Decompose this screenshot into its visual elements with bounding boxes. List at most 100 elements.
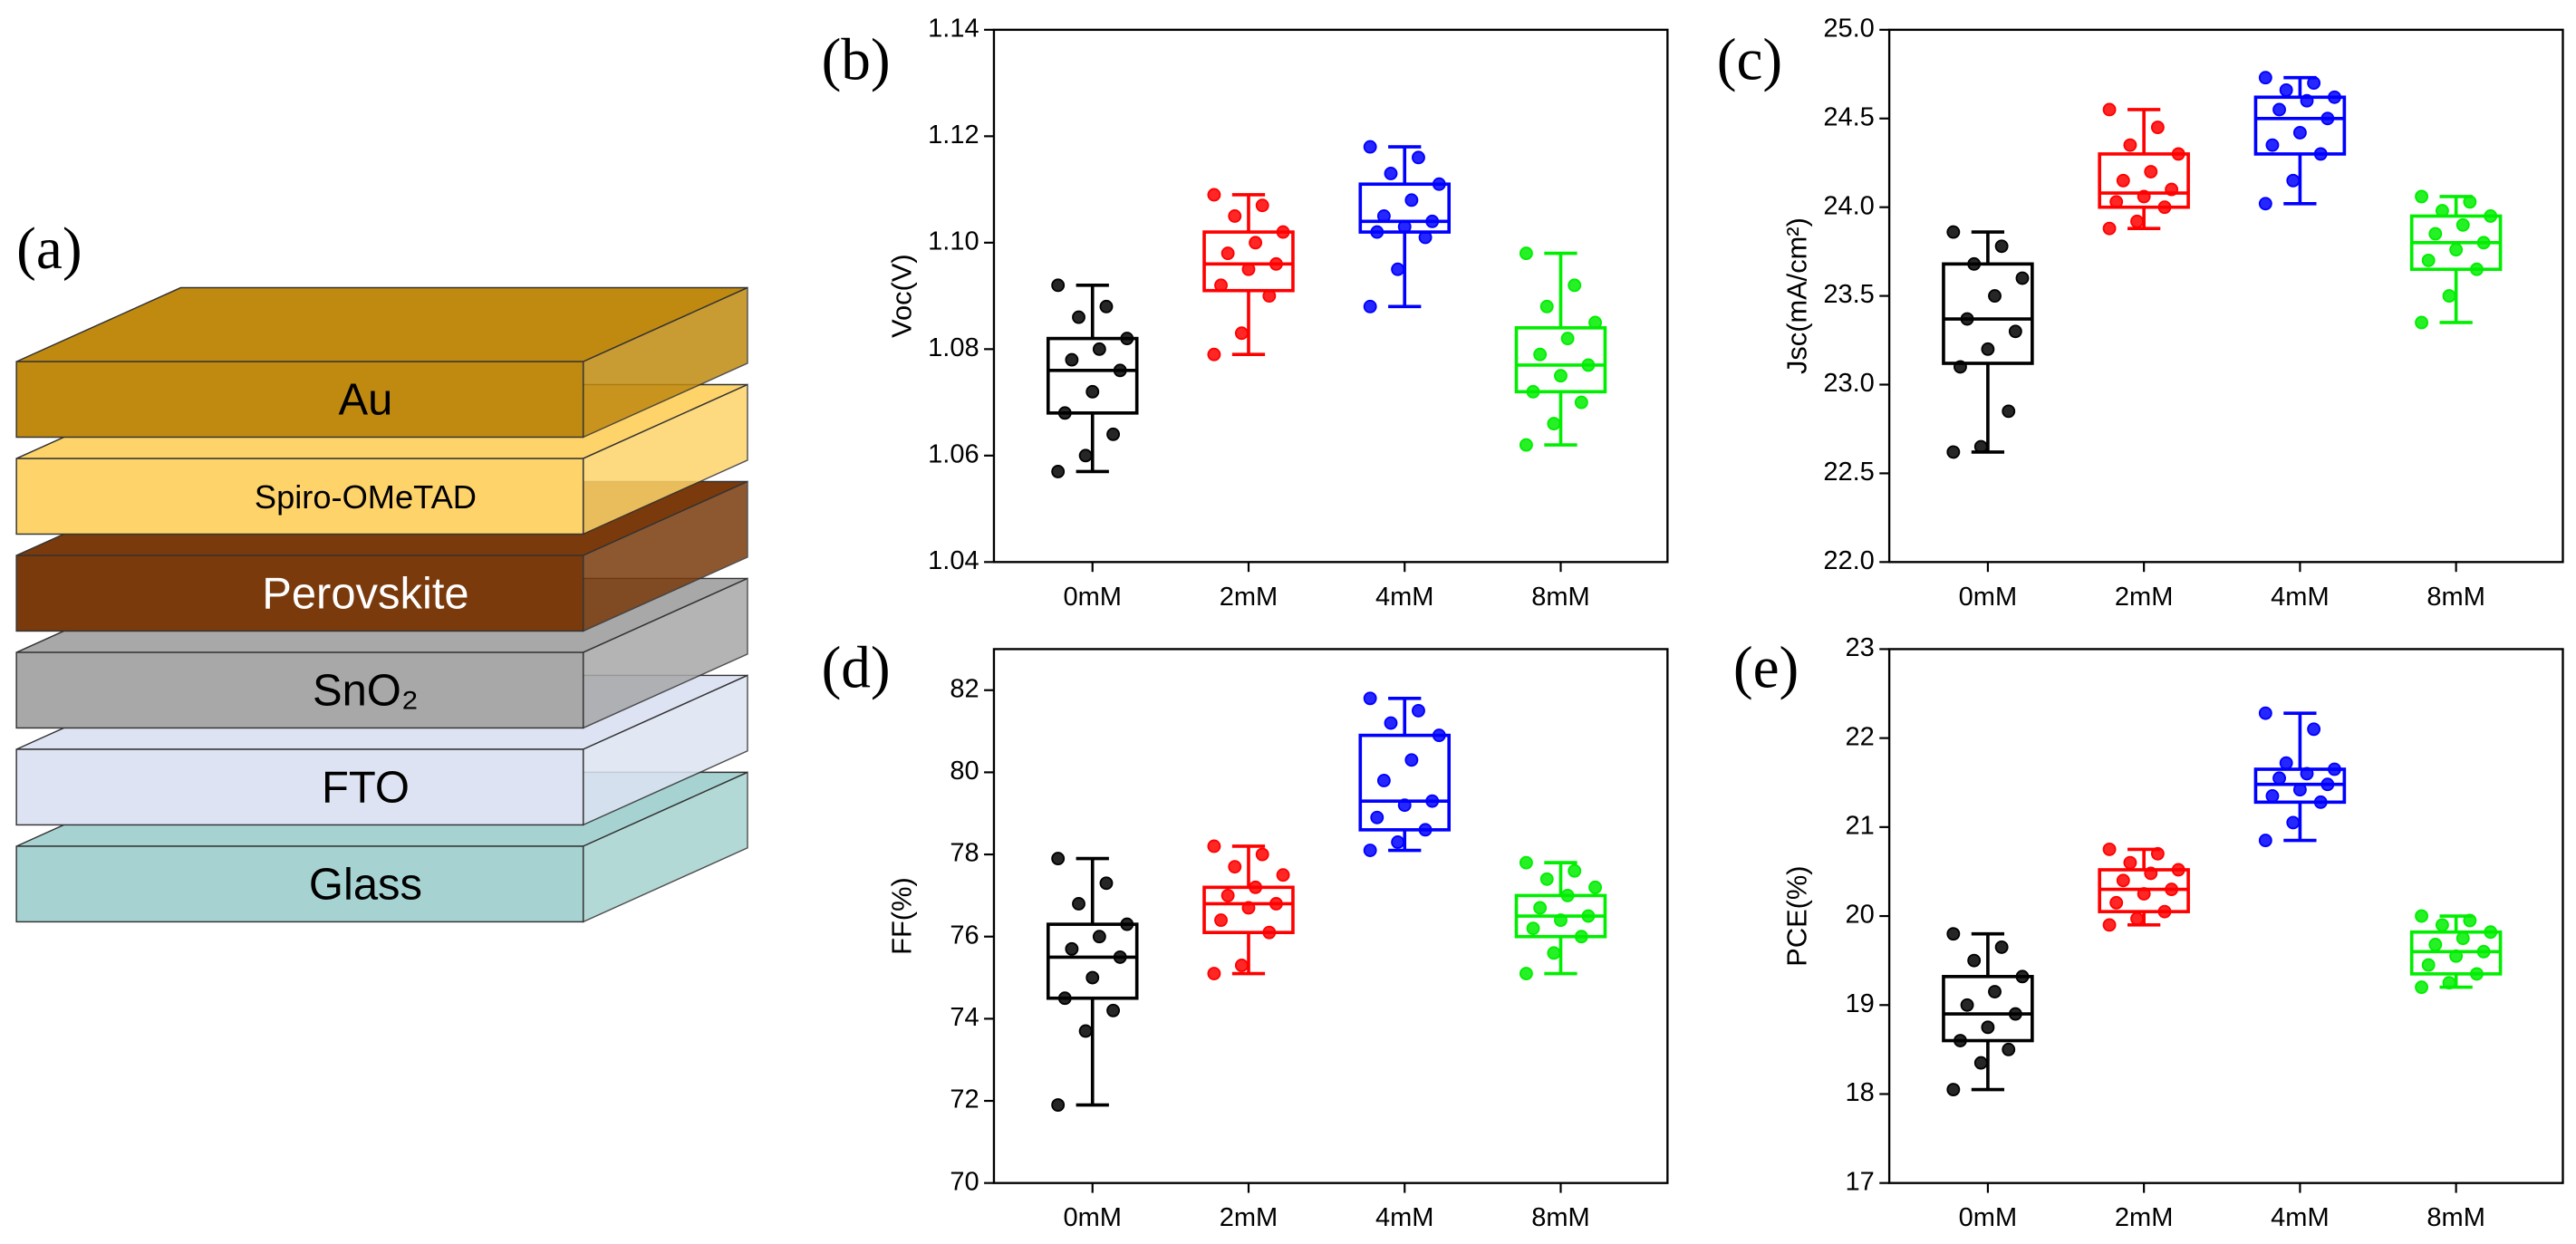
y-axis-label: Voc(V) <box>885 254 917 337</box>
data-point <box>1960 998 1974 1012</box>
data-point <box>2002 1042 2016 1056</box>
y-axis-label: PCE(%) <box>1781 865 1813 966</box>
data-point <box>2258 197 2272 211</box>
data-point <box>2292 126 2307 140</box>
data-point <box>1954 360 1967 374</box>
data-point <box>1057 406 1072 420</box>
data-point <box>2449 949 2464 963</box>
box <box>1514 326 1607 394</box>
data-point <box>1370 225 1384 239</box>
data-point <box>1092 930 1106 944</box>
data-point <box>2272 102 2286 117</box>
data-point <box>1249 236 1263 250</box>
data-point <box>2109 895 2124 910</box>
data-point <box>2272 771 2286 786</box>
data-point <box>2415 909 2428 923</box>
y-tick-label: 23.0 <box>1823 369 1874 398</box>
x-tick-label: 8mM <box>1531 1203 1589 1232</box>
data-point <box>1234 959 1249 972</box>
data-point <box>1113 950 1127 964</box>
data-point <box>2102 842 2117 856</box>
x-tick-label: 4mM <box>2271 1203 2329 1232</box>
box <box>1202 885 1295 934</box>
data-point <box>1092 342 1106 356</box>
layer-front <box>15 361 584 439</box>
axis-frame <box>1887 648 2564 1184</box>
data-point <box>1363 691 1377 706</box>
data-point <box>1425 794 1440 808</box>
data-point <box>2258 834 2272 848</box>
data-point <box>1363 140 1377 154</box>
data-point <box>1994 239 2009 254</box>
data-point <box>2015 271 2030 285</box>
data-point <box>1981 342 1995 356</box>
data-point <box>2320 777 2335 792</box>
x-tick-label: 8mM <box>1531 583 1589 612</box>
y-tick-label: 1.04 <box>928 546 979 575</box>
data-point <box>1384 716 1398 730</box>
data-point <box>2428 227 2443 241</box>
data-point <box>2435 204 2449 218</box>
data-point <box>1581 909 1596 923</box>
data-point <box>1560 888 1575 902</box>
data-point <box>2157 904 2172 919</box>
data-point <box>1519 438 1533 452</box>
data-point <box>1412 703 1425 718</box>
axis-frame <box>992 28 1669 564</box>
data-point <box>1568 278 1582 293</box>
data-point <box>1981 1020 1995 1035</box>
data-point <box>1072 897 1085 911</box>
data-point <box>1120 332 1134 346</box>
data-point <box>1554 913 1568 928</box>
y-tick-label: 23 <box>1846 633 1875 662</box>
x-tick-label: 0mM <box>1959 583 2017 612</box>
data-point <box>2421 253 2436 267</box>
data-point <box>2449 243 2464 257</box>
data-point <box>1255 847 1269 862</box>
data-point <box>1113 363 1127 378</box>
data-point <box>1418 823 1433 837</box>
panel-label: (a) <box>16 217 82 282</box>
y-tick-label: 76 <box>950 921 979 950</box>
data-point <box>1547 417 1561 431</box>
data-point <box>1988 289 2002 304</box>
data-point <box>2258 71 2272 85</box>
data-point <box>1099 299 1114 313</box>
data-point <box>1255 198 1269 213</box>
data-point <box>1404 193 1419 207</box>
data-point <box>1057 991 1072 1006</box>
data-point <box>2258 706 2272 720</box>
data-point <box>1946 927 1961 941</box>
data-point <box>1588 880 1602 894</box>
data-point <box>1276 868 1290 882</box>
data-point <box>2320 111 2335 126</box>
y-tick-label: 24.0 <box>1823 191 1874 220</box>
data-point <box>2265 789 2280 803</box>
data-point <box>2123 855 2137 870</box>
data-point <box>1574 395 1588 410</box>
data-point <box>1072 310 1085 324</box>
data-point <box>2463 913 2477 928</box>
layer-front <box>15 458 584 535</box>
data-point <box>1051 852 1066 866</box>
data-point <box>1106 427 1121 441</box>
data-point <box>2300 767 2314 781</box>
data-point <box>2300 93 2314 108</box>
data-point <box>1376 209 1391 223</box>
data-point <box>1946 445 1961 459</box>
y-tick-label: 22.0 <box>1823 546 1874 575</box>
data-point <box>1051 278 1066 293</box>
y-tick-label: 1.06 <box>928 439 979 468</box>
data-point <box>1085 970 1100 985</box>
layer-label: FTO <box>322 763 410 812</box>
box <box>1046 336 1139 415</box>
data-point <box>2102 221 2117 236</box>
data-point <box>1051 465 1066 478</box>
data-point <box>1228 209 1242 223</box>
data-point <box>1412 150 1425 165</box>
data-point <box>2123 138 2137 152</box>
data-point <box>1207 967 1221 980</box>
data-point <box>2286 815 2301 830</box>
data-point <box>1078 448 1093 463</box>
y-tick-label: 72 <box>950 1085 979 1114</box>
